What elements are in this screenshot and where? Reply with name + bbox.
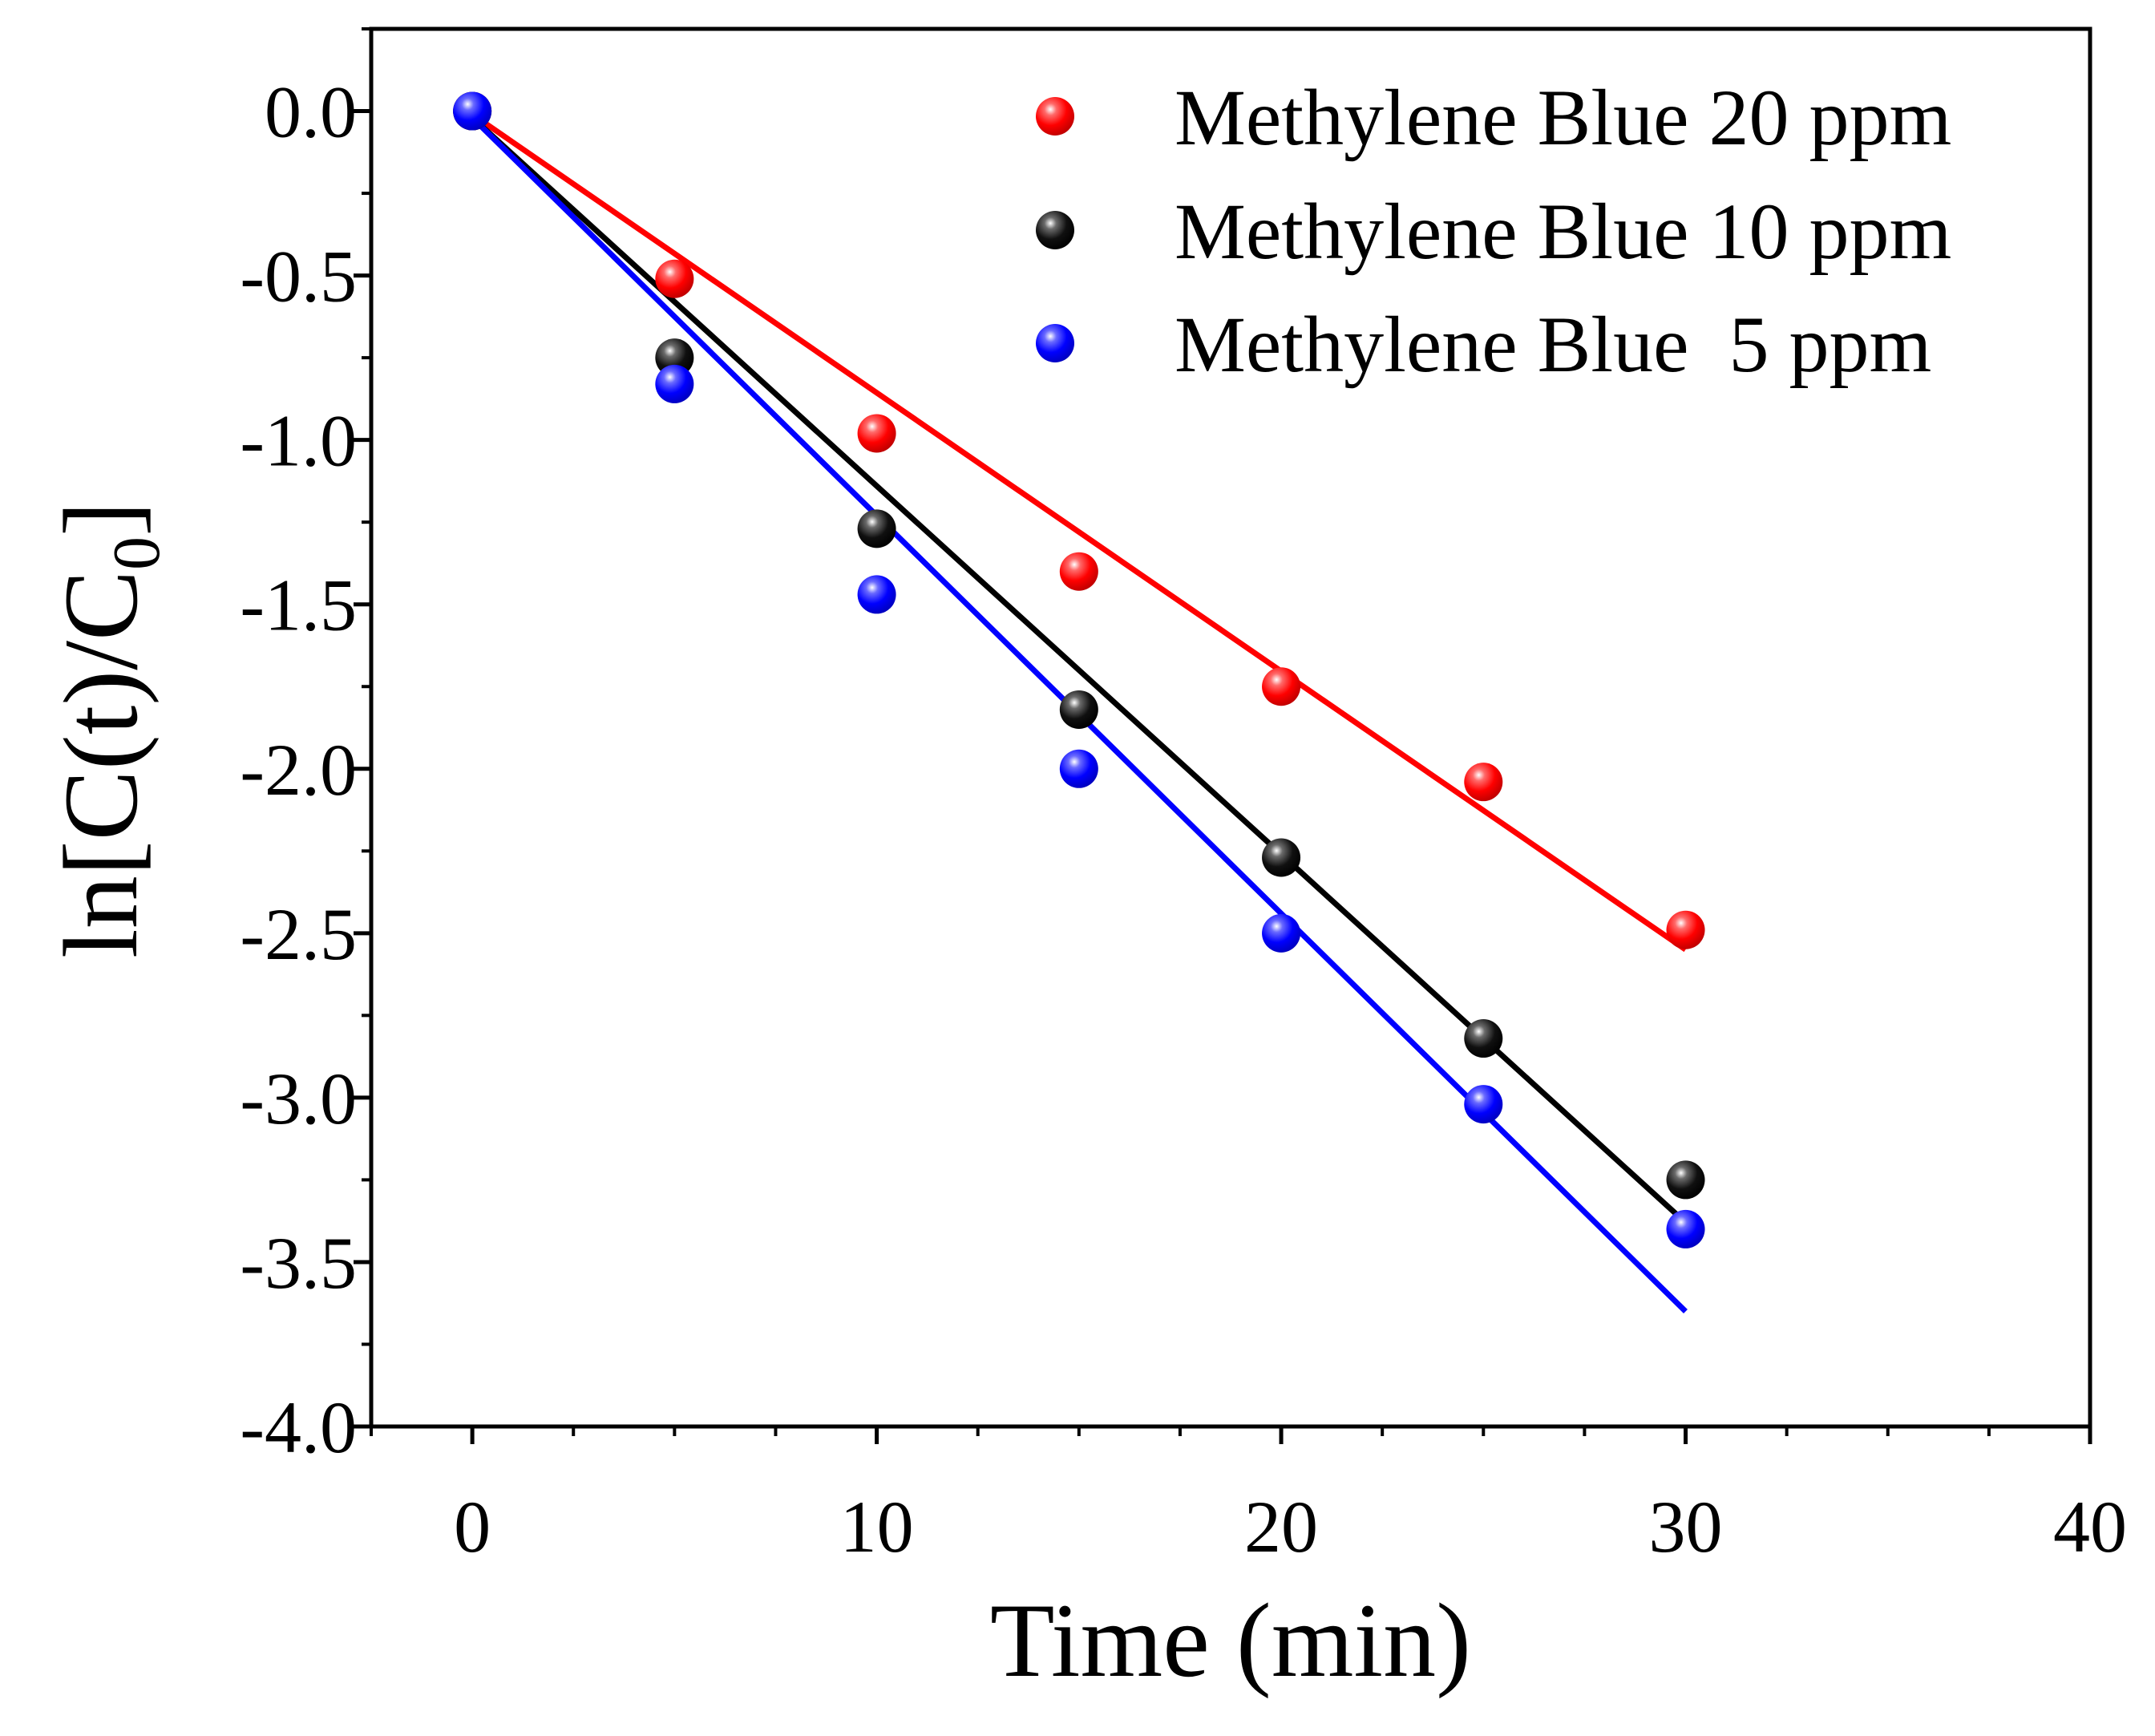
axis-ticks (354, 27, 2092, 1444)
data-point-20ppm (1464, 763, 1503, 802)
legend-marker-20ppm (1036, 97, 1074, 136)
axis-tick-labels: 0 10 20 30 40 0.0 -0.5 -1.0 -1.5 -2.0 -2.5 -3.0 -3.5… (240, 71, 2127, 1568)
data-point-5ppm (1262, 913, 1301, 953)
y-axis-title-subscript: 0 (99, 536, 174, 570)
legend-label-10ppm: Methylene Blue 10 ppm (1175, 187, 1951, 276)
data-point-10ppm (1666, 1160, 1705, 1200)
data-point-5ppm (1059, 749, 1098, 788)
data-point-5ppm (1464, 1085, 1503, 1124)
data-point-10ppm (655, 338, 694, 378)
y-tick-label: -3.5 (240, 1222, 357, 1304)
y-axis-title-suffix: ] (42, 501, 160, 536)
data-point-10ppm (1464, 1019, 1503, 1058)
data-point-5ppm (1666, 1209, 1705, 1248)
legend-label-20ppm: Methylene Blue 20 ppm (1175, 73, 1951, 162)
data-point-5ppm (453, 91, 492, 131)
legend-markers (1036, 97, 1074, 362)
y-tick-label: -4.0 (240, 1386, 357, 1468)
data-point-10ppm (1262, 838, 1301, 877)
y-tick-label: -1.0 (240, 400, 357, 482)
x-tick-label: 0 (454, 1486, 491, 1568)
data-point-20ppm (857, 414, 896, 453)
x-tick-label: 10 (840, 1486, 914, 1568)
legend: Methylene Blue 20 ppm Methylene Blue 10 … (1036, 73, 1951, 389)
y-tick-label: -3.0 (240, 1058, 357, 1139)
plot-frame (369, 26, 2092, 1429)
data-point-20ppm (1262, 667, 1301, 706)
y-axis-title: ln[C(t)/C0] (42, 501, 174, 958)
data-point-20ppm (1666, 910, 1705, 949)
y-tick-label: 0.0 (265, 71, 357, 153)
x-tick-label: 30 (1649, 1486, 1723, 1568)
fit-line-20ppm (471, 111, 1688, 953)
data-point-5ppm (655, 364, 694, 403)
legend-marker-10ppm (1036, 211, 1074, 249)
y-tick-label: -2.5 (240, 893, 357, 975)
data-point-5ppm (857, 575, 896, 614)
x-tick-label: 20 (1244, 1486, 1318, 1568)
y-tick-label: -0.5 (240, 236, 357, 318)
data-points (453, 91, 1705, 1248)
y-axis-title-main: ln[C(t)/C (42, 570, 160, 958)
legend-label-5ppm: Methylene Blue 5 ppm (1175, 300, 1931, 389)
x-tick-label: 40 (2053, 1486, 2127, 1568)
legend-marker-5ppm (1036, 324, 1074, 362)
data-point-10ppm (1059, 690, 1098, 729)
y-tick-label: -1.5 (240, 565, 357, 646)
fit-line-10ppm (470, 115, 1688, 1225)
x-axis-title: Time (min) (990, 1581, 1471, 1699)
y-tick-label: -2.0 (240, 729, 357, 811)
data-point-20ppm (1059, 552, 1098, 591)
data-point-20ppm (655, 259, 694, 298)
data-point-10ppm (857, 509, 896, 548)
